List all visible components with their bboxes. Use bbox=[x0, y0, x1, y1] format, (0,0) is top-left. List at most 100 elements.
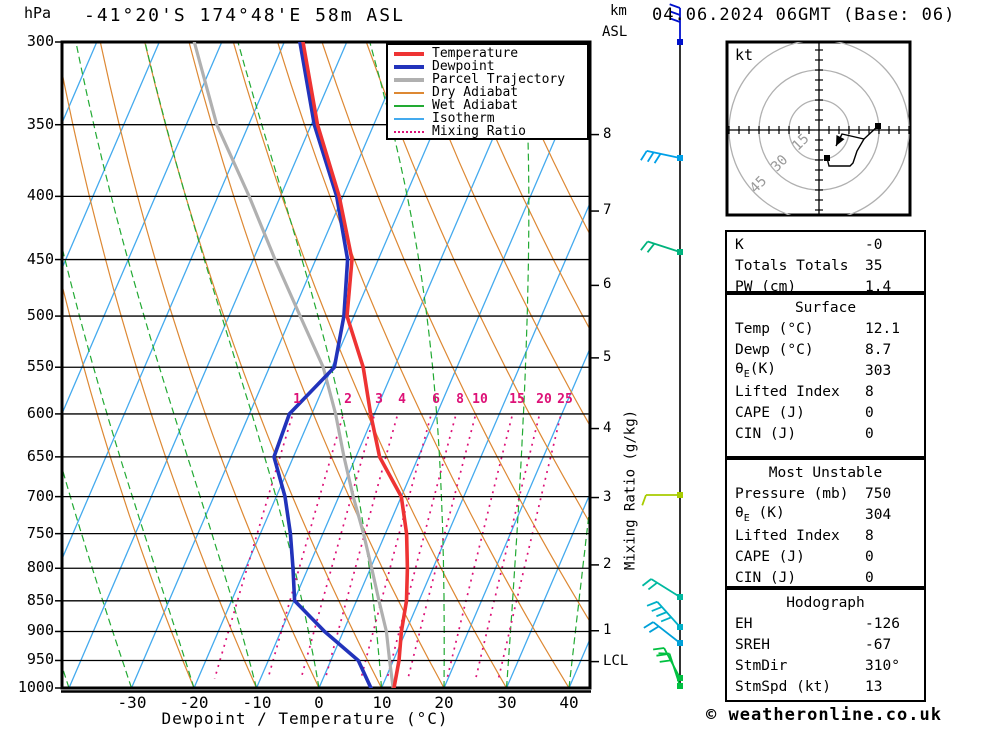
pressure-tick-label: 550 bbox=[26, 357, 54, 375]
table-row-label: Temp (°C) bbox=[735, 320, 814, 337]
legend-line-sample bbox=[394, 77, 424, 82]
wind-barb bbox=[646, 600, 683, 630]
temperature-tick-label: -30 bbox=[117, 693, 147, 712]
table-row-label: Lifted Index bbox=[735, 383, 840, 400]
table-row-value: 310° bbox=[865, 657, 900, 674]
km-tick-label: 3 bbox=[603, 489, 612, 505]
legend-item-label: Dry Adiabat bbox=[432, 85, 519, 100]
legend-line-sample bbox=[394, 64, 424, 69]
index-table: K -0 Totals Totals 35 PW (cm) 1.4 bbox=[725, 230, 926, 295]
index-table: Most Unstable Pressure (mb) 750 θE (K) 304 Li… bbox=[725, 458, 926, 588]
table-row-value: 0 bbox=[865, 569, 874, 586]
temperature-tick-label: 0 bbox=[314, 693, 324, 712]
table-row: StmSpd (kt) 13 bbox=[727, 676, 924, 697]
copyright: © weatheronline.co.uk bbox=[706, 705, 942, 725]
table-row-label: SREH bbox=[735, 636, 770, 653]
table-row: CIN (J) 0 bbox=[727, 423, 924, 444]
km-tick-label: 8 bbox=[603, 126, 612, 142]
pressure-tick-label: 450 bbox=[26, 250, 54, 268]
plot-border bbox=[55, 40, 599, 693]
index-table: Hodograph EH -126 SREH -67 StmDir 310° StmSpd (… bbox=[725, 588, 926, 702]
table-row-label: StmSpd (kt) bbox=[735, 678, 832, 695]
legend-line-sample bbox=[394, 117, 424, 120]
table-row: CAPE (J) 0 bbox=[727, 402, 924, 423]
table-row: Totals Totals 35 bbox=[727, 255, 924, 276]
legend-item: Dry Adiabat bbox=[394, 85, 587, 100]
table-row-label: θE(K) bbox=[735, 361, 776, 380]
table-row: θE(K) 303 bbox=[727, 360, 924, 381]
run-date-label: 04.06.2024 06GMT (Base: 06) bbox=[652, 5, 956, 25]
lcl-label: LCL bbox=[603, 653, 629, 669]
km-axis-label: km bbox=[610, 3, 627, 19]
wind-barb bbox=[669, 3, 683, 45]
legend-item: Dewpoint bbox=[394, 59, 587, 74]
table-row: SREH -67 bbox=[727, 634, 924, 655]
mixing-ratio-value-label: 15 bbox=[509, 392, 525, 407]
mixing-ratio-value-label: 3 bbox=[375, 392, 383, 407]
parcel-trajectory-curve bbox=[192, 42, 395, 688]
temperature-tick-label: -20 bbox=[179, 693, 209, 712]
pressure-unit-label: hPa bbox=[24, 4, 52, 22]
hodograph-unit-label: kt bbox=[735, 46, 753, 64]
asl-axis-label: ASL bbox=[602, 24, 628, 40]
wind-barb bbox=[640, 240, 683, 255]
km-tick-label: 1 bbox=[603, 622, 612, 638]
pressure-tick-label: 1000 bbox=[17, 678, 54, 696]
table-row: PW (cm) 1.4 bbox=[727, 276, 924, 297]
table-row-value: 0 bbox=[865, 548, 874, 565]
legend-line-sample bbox=[394, 104, 424, 107]
table-row: EH -126 bbox=[727, 613, 924, 634]
mixing-ratio-axis-title: Mixing Ratio (g/kg) bbox=[622, 409, 639, 571]
table-row: CAPE (J) 0 bbox=[727, 546, 924, 567]
pressure-tick-label: 300 bbox=[26, 32, 54, 50]
table-row-value: 35 bbox=[865, 257, 883, 274]
table-row-value: -0 bbox=[865, 236, 883, 253]
wind-barb bbox=[643, 621, 683, 646]
table-row-value: 303 bbox=[865, 362, 892, 379]
legend-item: Parcel Trajectory bbox=[394, 72, 587, 87]
km-tick-label: 2 bbox=[603, 556, 612, 572]
table-row-value: 1.4 bbox=[865, 278, 892, 295]
km-tick-label: 7 bbox=[603, 202, 612, 218]
table-row-label: CAPE (J) bbox=[735, 404, 805, 421]
table-row-value: 0 bbox=[865, 425, 874, 442]
temperature-tick-label: 10 bbox=[372, 693, 392, 712]
table-row-label: PW (cm) bbox=[735, 278, 797, 295]
table-row-label: K bbox=[735, 236, 744, 253]
table-row-value: 8 bbox=[865, 527, 874, 544]
temperature-curve bbox=[301, 42, 410, 688]
wind-barb bbox=[641, 492, 683, 506]
pressure-tick-label: 950 bbox=[26, 650, 54, 668]
table-row: CIN (J) 0 bbox=[727, 567, 924, 588]
legend-item: Isotherm bbox=[394, 111, 587, 126]
table-row-label: θE (K) bbox=[735, 505, 785, 524]
table-row-value: 8 bbox=[865, 383, 874, 400]
mixing-ratio-value-label: 2 bbox=[344, 392, 352, 407]
table-row: K -0 bbox=[727, 234, 924, 255]
pressure-tick-label: 750 bbox=[26, 524, 54, 542]
legend-item: Mixing Ratio bbox=[394, 124, 587, 139]
table-row: Dewp (°C) 8.7 bbox=[727, 339, 924, 360]
table-row-label: Totals Totals bbox=[735, 257, 849, 274]
table-row-value: 12.1 bbox=[865, 320, 900, 337]
legend-item-label: Mixing Ratio bbox=[432, 124, 526, 139]
legend-item-label: Dewpoint bbox=[432, 59, 495, 74]
pressure-tick-label: 600 bbox=[26, 404, 54, 422]
legend-line-sample bbox=[394, 91, 424, 94]
km-tick-label: 4 bbox=[603, 420, 612, 436]
pressure-tick-label: 350 bbox=[26, 115, 54, 133]
mixing-ratio-value-label: 8 bbox=[456, 392, 464, 407]
table-row-label: Dewp (°C) bbox=[735, 341, 814, 358]
table-row: StmDir 310° bbox=[727, 655, 924, 676]
temperature-tick-label: 30 bbox=[497, 693, 517, 712]
pressure-tick-label: 850 bbox=[26, 591, 54, 609]
legend-item-label: Isotherm bbox=[432, 111, 495, 126]
index-table: Surface Temp (°C) 12.1 Dewp (°C) 8.7 θE(K) 303… bbox=[725, 293, 926, 458]
wind-barb bbox=[641, 578, 683, 600]
table-row: Lifted Index 8 bbox=[727, 381, 924, 402]
table-row-label: Pressure (mb) bbox=[735, 485, 849, 502]
pressure-tick-label: 500 bbox=[26, 306, 54, 324]
